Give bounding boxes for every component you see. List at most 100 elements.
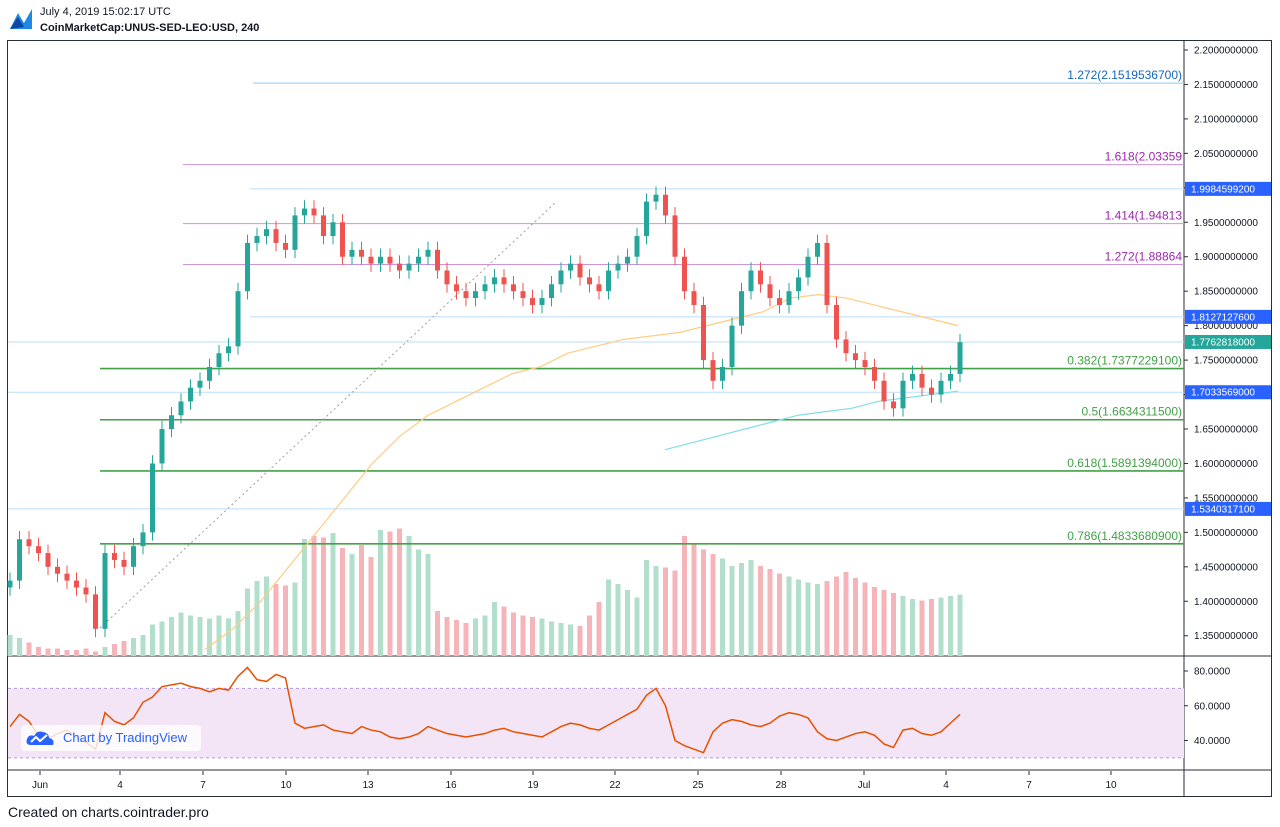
candle-body [378,256,383,264]
volume-bar [93,651,98,656]
y-tick-label: 1.8000000000 [1194,321,1258,332]
volume-bar [625,590,630,656]
volume-bar [682,536,687,656]
volume-bar [520,615,526,656]
candle-body [397,263,402,271]
y-tick-label: 1.9000000000 [1194,252,1258,263]
candle-body [701,304,706,361]
candle-body [672,215,678,257]
volume-bar [501,606,507,656]
x-tick-label: 7 [200,780,206,791]
candle-body [587,277,592,285]
candle-body [435,249,440,271]
y-tick-label: 1.4000000000 [1194,597,1258,608]
y-tick-label: 1.6500000000 [1194,425,1258,436]
volume-bar [330,533,336,656]
price-tag-label: 1.7762818000 [1191,337,1255,348]
candle-body [140,532,146,547]
volume-bar [7,635,13,656]
y-tick-label: 2.2000000000 [1194,46,1258,57]
volume-bar [131,638,136,656]
candle-body [368,256,374,264]
volume-bar [891,593,896,656]
rsi-tick-label: 40.0000 [1194,736,1231,747]
candle-body [663,194,668,216]
volume-bar [881,590,887,656]
ma-orange-line [204,294,959,650]
candle-body [872,366,877,381]
candle-body [330,222,336,237]
candle-body [539,298,545,305]
candle-body [178,401,184,416]
candle-body [150,463,155,533]
y-tick-label: 1.5500000000 [1194,493,1258,504]
candle-body [625,256,630,264]
volume-bar [606,579,611,656]
candle-body [948,373,953,381]
candle-body [957,342,963,374]
volume-bar [511,612,516,656]
candle-body [758,270,763,285]
candle-body [739,291,744,326]
candle-body [235,291,241,347]
tradingview-watermark[interactable]: Chart by TradingView [21,725,201,751]
volume-bar [425,554,431,656]
candle-body [26,539,32,547]
x-tick-label: 28 [775,780,787,791]
volume-bar [862,582,868,656]
chart-frame[interactable] [7,40,1272,797]
volume-bar [74,650,79,656]
volume-bar [691,543,697,656]
volume-bar [910,599,915,656]
volume-bar [159,621,165,656]
x-tick-label: 7 [1026,780,1032,791]
volume-bar [843,572,849,656]
candle-body [710,360,716,381]
fib-level-label: 0.382(1.7377229100) [1067,354,1182,368]
volume-bar [777,573,782,656]
candle-body [359,249,364,257]
fib-level-label: 1.618(2.03359 [1105,150,1183,164]
volume-bar [758,566,763,656]
volume-bar [254,581,260,656]
candle-body [292,215,298,250]
candle-body [83,587,89,595]
volume-bar [729,566,735,656]
candle-body [473,291,478,299]
volume-bar [473,618,478,656]
price-tag-box [1185,501,1271,516]
candle-body [245,242,250,292]
volume-bar [302,539,307,656]
price-tag-box [1185,309,1271,324]
volume-bar [463,623,469,656]
ma-blue-line [664,390,959,451]
candle-body [311,208,317,216]
x-tick-label: 10 [1105,780,1117,791]
volume-bar [634,597,640,656]
candle-body [264,229,269,237]
volume-bar [796,579,801,656]
x-tick-label: 25 [692,780,704,791]
volume-bar [292,582,298,656]
volume-bar [672,570,678,656]
candle-body [805,256,811,278]
candle-body [577,263,583,278]
candle-body [321,215,326,237]
chart-header: July 4, 2019 15:02:17 UTC CoinMarketCap:… [0,0,1280,40]
candle-body [406,263,412,271]
volume-bar [767,569,773,656]
candle-body [520,291,526,299]
volume-bar [558,623,564,656]
candle-body [720,366,725,381]
candle-body [691,291,697,305]
price-tag-label: 1.5340317100 [1191,504,1255,515]
candle-body [881,380,887,402]
volume-bar [492,602,497,656]
volume-bar [169,617,174,656]
fib-level-label: 0.618(1.5891394000) [1067,456,1182,470]
candle-body [159,429,165,464]
volume-bar [17,638,22,656]
fib-level-label: 0.5(1.6634311500) [1081,405,1182,419]
volume-bar [264,576,269,656]
